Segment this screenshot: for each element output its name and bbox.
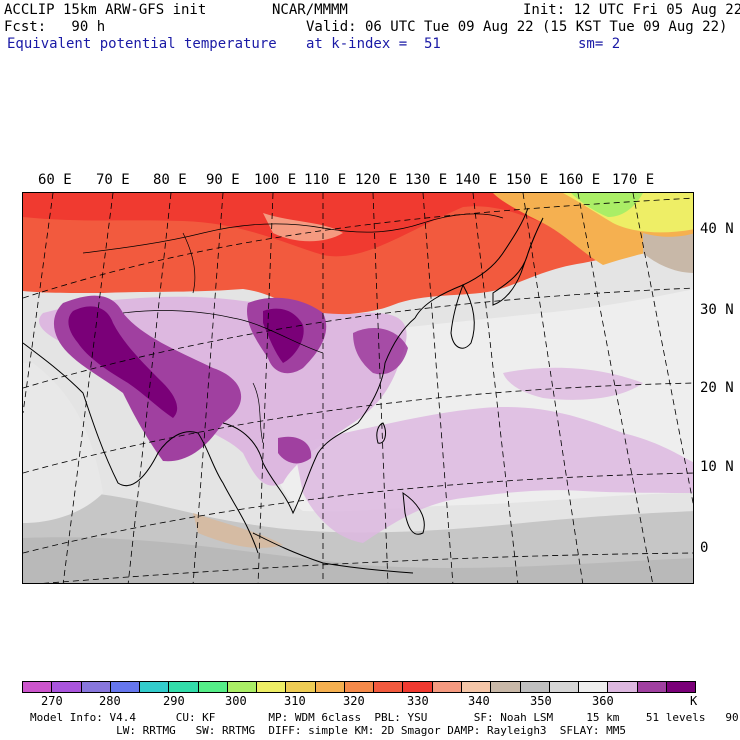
colorbar-swatch-4 bbox=[140, 682, 170, 692]
tick-320: 320 bbox=[343, 694, 365, 708]
lon-label-130e: 130 E bbox=[405, 172, 448, 188]
lon-label-60e: 60 E bbox=[38, 172, 72, 188]
southern-grey-band bbox=[23, 537, 693, 583]
colorbar-swatch-0 bbox=[23, 682, 53, 692]
lon-label-70e: 70 E bbox=[96, 172, 130, 188]
colorbar-swatch-15 bbox=[461, 682, 492, 692]
tick-270: 270 bbox=[41, 694, 63, 708]
colorbar bbox=[22, 681, 696, 693]
philippines bbox=[402, 491, 425, 535]
purple-indochina bbox=[278, 436, 312, 464]
india-white-region bbox=[23, 363, 103, 523]
level-label: at k-index = 51 bbox=[306, 36, 441, 52]
lat-label-10n: 10 N bbox=[700, 459, 734, 475]
smoothing-label: sm= 2 bbox=[578, 36, 621, 52]
colorbar-swatch-9 bbox=[286, 682, 316, 692]
japan bbox=[492, 217, 544, 306]
tick-280: 280 bbox=[99, 694, 121, 708]
lon-label-120e: 120 E bbox=[355, 172, 398, 188]
tick-340: 340 bbox=[468, 694, 490, 708]
colorbar-swatch-12 bbox=[374, 682, 404, 692]
tan-patch bbox=[193, 513, 283, 548]
model-info-line2: LW: RRTMG SW: RRTMG DIFF: simple KM: 2D … bbox=[30, 724, 627, 737]
colorbar-swatch-5 bbox=[169, 682, 199, 692]
lon-label-110e: 110 E bbox=[304, 172, 347, 188]
tick-360: 360 bbox=[592, 694, 614, 708]
colorbar-swatch-7 bbox=[227, 682, 258, 692]
lon-label-100e: 100 E bbox=[254, 172, 297, 188]
lat-label-40n: 40 N bbox=[700, 221, 734, 237]
lon-label-140e: 140 E bbox=[455, 172, 498, 188]
lat-label-equator: 0 bbox=[700, 540, 709, 556]
colorbar-swatch-13 bbox=[403, 682, 433, 692]
country-borders bbox=[82, 213, 504, 444]
valid-time: Valid: 06 UTC Tue 09 Aug 22 (15 KST Tue … bbox=[306, 19, 728, 35]
colorbar-swatch-22 bbox=[666, 682, 696, 692]
lon-label-160e: 160 E bbox=[558, 172, 601, 188]
colorbar-swatch-14 bbox=[432, 682, 462, 692]
colorbar-swatch-10 bbox=[315, 682, 345, 692]
colorbar-swatch-17 bbox=[520, 682, 550, 692]
tick-330: 330 bbox=[407, 694, 429, 708]
coast-india bbox=[23, 342, 259, 554]
map-canvas bbox=[23, 193, 693, 583]
colorbar-swatch-8 bbox=[257, 682, 287, 692]
lat-label-30n: 30 N bbox=[700, 302, 734, 318]
taiwan bbox=[376, 422, 386, 444]
purple-east-china bbox=[353, 328, 408, 375]
lon-label-170e: 170 E bbox=[612, 172, 655, 188]
colorbar-swatch-19 bbox=[579, 682, 609, 692]
colorbar-swatch-1 bbox=[52, 682, 82, 692]
light-purple-pacific bbox=[503, 367, 643, 400]
colorbar-swatch-11 bbox=[344, 682, 375, 692]
model-info-line1: Model Info: V4.4 CU: KF MP: WDM 6class P… bbox=[30, 711, 740, 724]
tick-300: 300 bbox=[225, 694, 247, 708]
warm-northern-band bbox=[23, 193, 693, 323]
theta-e-map bbox=[22, 192, 694, 584]
forecast-hour: Fcst: 90 h bbox=[4, 19, 106, 35]
colorbar-swatch-6 bbox=[198, 682, 228, 692]
field-name: Equivalent potential temperature bbox=[7, 36, 277, 52]
graticule bbox=[23, 193, 693, 583]
lon-label-90e: 90 E bbox=[206, 172, 240, 188]
colorbar-swatch-3 bbox=[110, 682, 141, 692]
colorbar-swatch-16 bbox=[491, 682, 521, 692]
org-label: NCAR/MMMM bbox=[272, 2, 348, 18]
init-time: Init: 12 UTC Fri 05 Aug 22 bbox=[523, 2, 740, 18]
korea bbox=[450, 283, 475, 349]
lon-label-150e: 150 E bbox=[506, 172, 549, 188]
colorbar-swatch-21 bbox=[637, 682, 667, 692]
lat-label-20n: 20 N bbox=[700, 380, 734, 396]
colorbar-swatch-2 bbox=[81, 682, 111, 692]
colorbar-swatch-20 bbox=[608, 682, 638, 692]
tick-350: 350 bbox=[530, 694, 552, 708]
light-purple-tropics bbox=[293, 407, 693, 543]
dark-purple-south-asia bbox=[68, 306, 178, 418]
lon-label-80e: 80 E bbox=[153, 172, 187, 188]
coast-north bbox=[414, 207, 529, 319]
brown-grey-region bbox=[643, 233, 693, 273]
colorbar-swatch-18 bbox=[549, 682, 580, 692]
model-title: ACCLIP 15km ARW-GFS init bbox=[4, 2, 207, 18]
green-region bbox=[571, 193, 643, 217]
colorbar-unit: K bbox=[690, 694, 698, 708]
tick-310: 310 bbox=[284, 694, 306, 708]
tick-290: 290 bbox=[163, 694, 185, 708]
